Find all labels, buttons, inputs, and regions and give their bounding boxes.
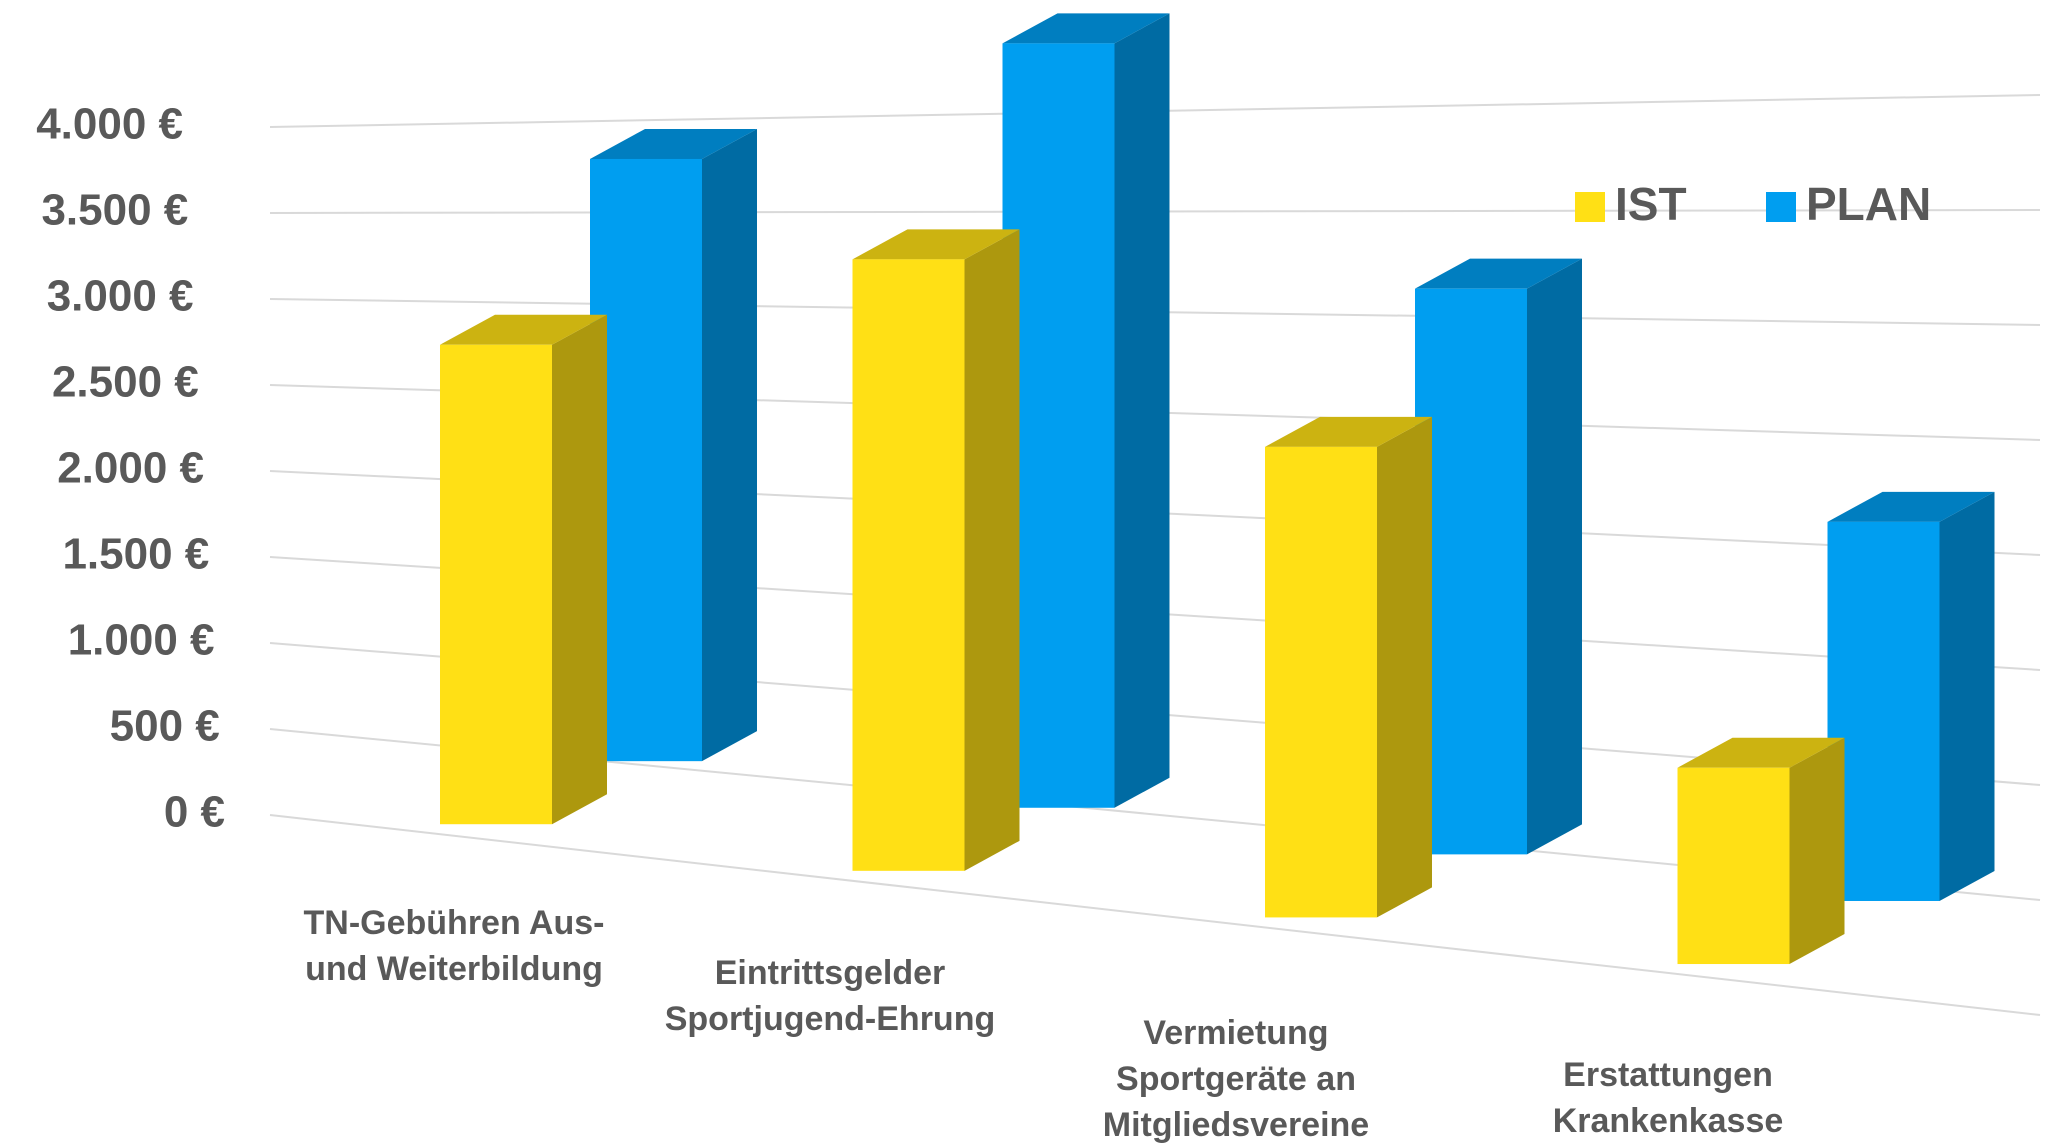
legend-label: PLAN [1806, 178, 1931, 230]
y-tick-label: 2.500 € [52, 358, 199, 407]
bar [1827, 521, 1940, 901]
bar [590, 158, 702, 762]
bar-top [1677, 737, 1845, 768]
bar-side [1114, 13, 1170, 808]
bar-top [1415, 258, 1582, 289]
x-tick-label: TN-Gebühren Aus- und Weiterbildung [303, 904, 605, 988]
bar [440, 344, 552, 825]
bar-top [590, 128, 757, 159]
x-tick-label: Vermietung Sportgeräte an Mitgliedsverei… [1102, 1014, 1370, 1144]
y-tick-label: 2.000 € [57, 444, 204, 493]
bar-side [1527, 258, 1582, 855]
chart-root: 0 € 500 € 1.000 € 1.500 € 2.000 € 2.500 € 3.00… [36, 13, 2041, 1144]
legend-swatch [1766, 192, 1796, 222]
chart: 0 € 500 € 1.000 € 1.500 € 2.000 € 2.500 € 3.00… [36, 13, 2041, 1016]
bar [1265, 446, 1377, 918]
y-tick-label: 500 € [110, 702, 220, 751]
y-tick-label: 1.000 € [68, 616, 215, 665]
bar [1002, 43, 1115, 808]
bar-top [1002, 13, 1170, 44]
y-tick-label: 4.000 € [36, 100, 183, 149]
bar-top [1827, 491, 1995, 522]
bar-side [702, 128, 757, 762]
bar-top [852, 229, 1020, 260]
legend-swatch [1575, 192, 1605, 222]
bar [1677, 767, 1790, 965]
bar [852, 259, 965, 871]
bar-side [1939, 491, 1995, 901]
grid-line [269, 814, 2041, 1016]
legend-label: IST [1615, 178, 1687, 230]
y-tick-label: 3.000 € [47, 272, 194, 321]
bar-side [964, 229, 1020, 871]
y-tick-label: 3.500 € [41, 186, 188, 235]
y-tick-label: 0 € [164, 788, 225, 837]
bar-top [440, 314, 607, 345]
bar-top [1265, 416, 1432, 447]
bar-side [1789, 737, 1845, 965]
y-tick-label: 1.500 € [62, 530, 209, 579]
bar-side [1377, 416, 1432, 918]
bar-side [552, 314, 607, 825]
bar [1415, 288, 1527, 855]
x-tick-label: Erstattungen Krankenkasse [1552, 1056, 1784, 1140]
x-tick-label: Eintrittsgelder Sportjugend-Ehrung [664, 954, 996, 1038]
